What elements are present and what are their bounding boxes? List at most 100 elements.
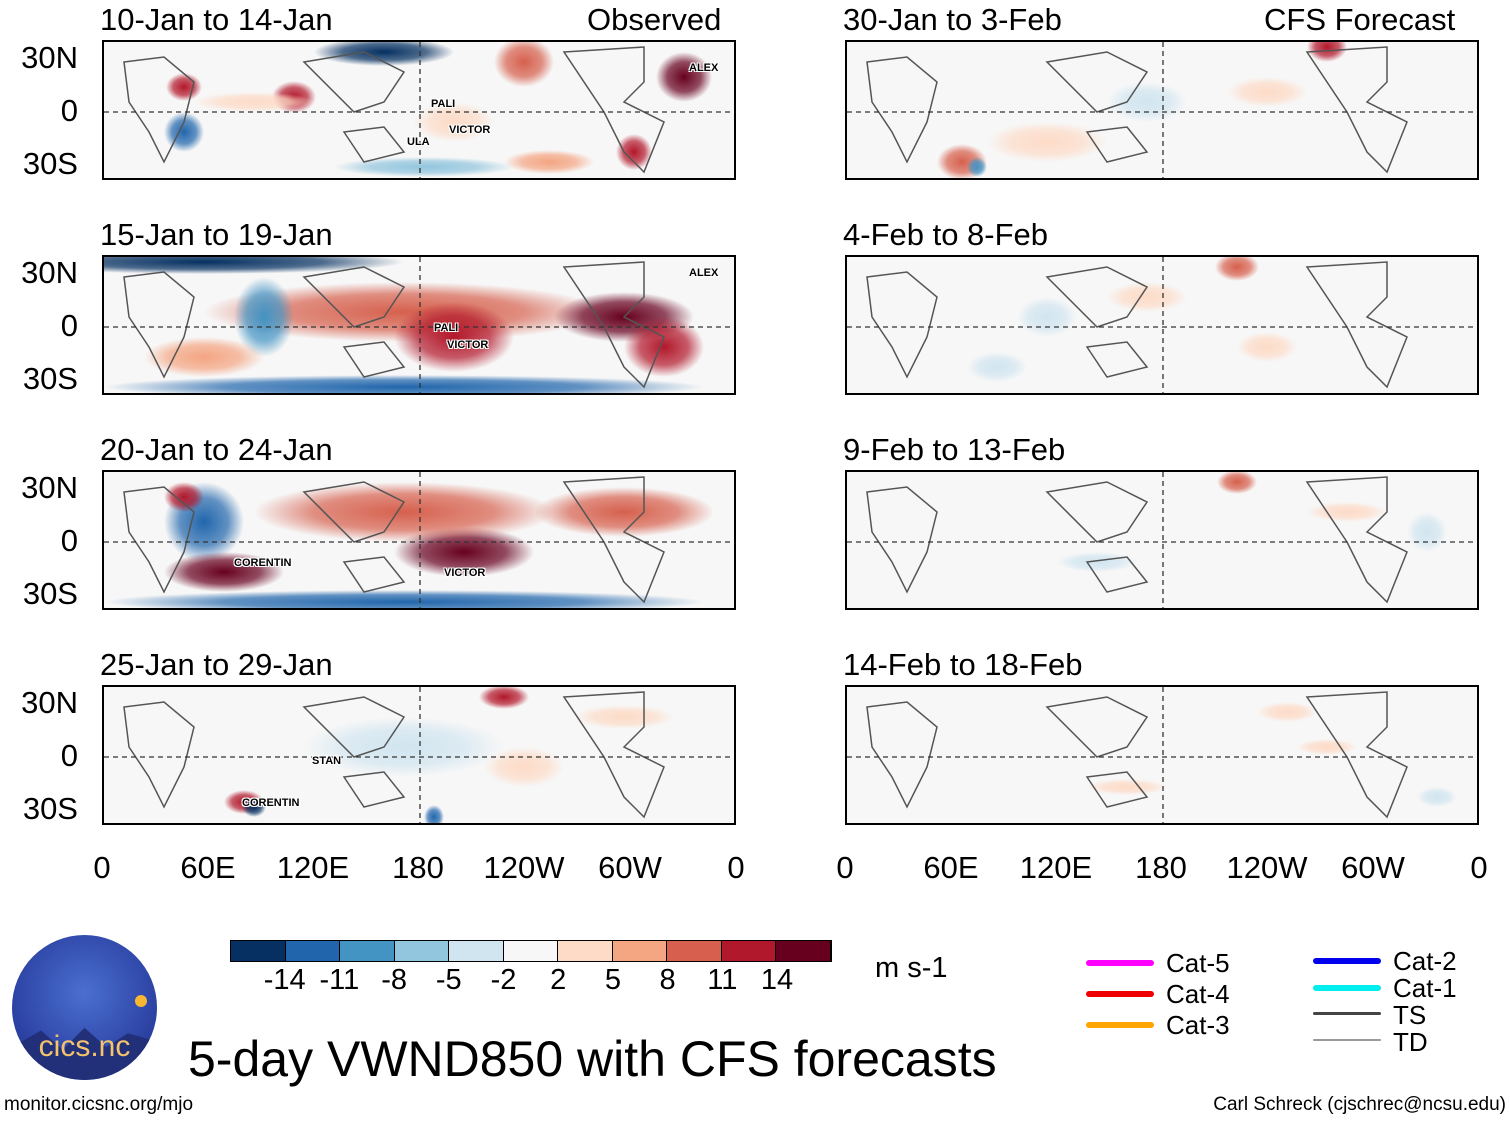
anomaly-contour — [1417, 787, 1457, 807]
anomaly-contour — [314, 42, 454, 66]
colorbar-label: 14 — [760, 964, 794, 996]
anomaly-contour — [104, 375, 704, 393]
anomaly-contour — [394, 302, 514, 372]
lat-label: 30S — [22, 791, 78, 826]
legend-label: Cat-4 — [1166, 979, 1230, 1009]
legend-swatch — [1313, 1039, 1381, 1041]
colorbar-swatch — [721, 941, 777, 961]
observed-map-panel: ALEX PALI VICTOR ULA — [102, 40, 736, 180]
anomaly-contour — [1307, 42, 1347, 62]
anomaly-contour — [1217, 472, 1257, 494]
panel-title: 25-Jan to 29-Jan — [100, 647, 333, 682]
lat-label: 30N — [21, 255, 78, 290]
observed-map-panel: ALEX PALI VICTOR — [102, 255, 736, 395]
legend-label: Cat-5 — [1166, 948, 1230, 978]
units-label: m s-1 — [875, 952, 948, 984]
footer-credit: Carl Schreck (cjschrec@ncsu.edu) — [1213, 1094, 1506, 1115]
legend-swatch — [1313, 985, 1381, 991]
lon-label: 0 — [836, 850, 854, 885]
colorbar-swatch — [231, 941, 286, 961]
anomaly-contour — [574, 705, 674, 729]
anomaly-contour — [1227, 77, 1307, 107]
lon-label: 0 — [727, 850, 745, 885]
anomaly-contour — [1407, 512, 1447, 552]
anomaly-contour — [494, 42, 554, 87]
colorbar-swatch — [285, 941, 341, 961]
lon-label: 60E — [180, 850, 236, 885]
forecast-map-panel — [845, 40, 1479, 180]
panel-title: 14-Feb to 18-Feb — [843, 647, 1083, 682]
lon-label: 60E — [923, 850, 979, 885]
colorbar-label: -11 — [319, 964, 360, 996]
anomaly-contour — [967, 157, 987, 177]
anomaly-contour — [479, 687, 529, 709]
lat-label: 30N — [21, 40, 78, 75]
legend-swatch — [1086, 1022, 1154, 1028]
colorbar-label: 5 — [604, 964, 621, 996]
panel-title: 4-Feb to 8-Feb — [843, 217, 1049, 252]
forecast-map-panel — [845, 685, 1479, 825]
panel-title: 9-Feb to 13-Feb — [843, 432, 1066, 467]
colorbar-label: -14 — [263, 964, 306, 996]
colorbar-swatch — [394, 941, 450, 961]
lat-label: 0 — [60, 93, 78, 128]
anomaly-contour — [1057, 552, 1137, 572]
anomaly-contour — [1087, 779, 1167, 795]
anomaly-contour — [1107, 282, 1187, 312]
storm-label: ALEX — [689, 62, 719, 74]
anomaly-contour — [234, 277, 294, 357]
panel-title: 30-Jan to 3-Feb — [843, 2, 1062, 37]
anomaly-contour — [1307, 502, 1387, 522]
colorbar-label: 2 — [550, 964, 567, 996]
legend-label: Cat-2 — [1393, 946, 1457, 976]
lat-label: 0 — [60, 308, 78, 343]
storm-label: PALI — [431, 98, 456, 110]
lat-label: 30S — [22, 146, 78, 181]
forecast-map-panel — [845, 255, 1479, 395]
anomaly-contour — [967, 352, 1027, 382]
lon-label: 60W — [598, 850, 662, 885]
figure-title: 5-day VWND850 with CFS forecasts — [188, 1031, 997, 1087]
legend-swatch — [1313, 958, 1381, 964]
forecast-map-panel — [845, 470, 1479, 610]
legend-label: Cat-3 — [1166, 1010, 1230, 1040]
coastline — [123, 476, 665, 604]
lon-label: 120W — [1226, 850, 1308, 885]
anomaly-contour — [1215, 257, 1259, 281]
lat-label: 0 — [60, 738, 78, 773]
lon-label: 120E — [1019, 850, 1093, 885]
panel-title: 20-Jan to 24-Jan — [100, 432, 333, 467]
anomaly-contour — [1017, 297, 1077, 337]
lon-label: 120W — [483, 850, 565, 885]
colorbar-swatch — [449, 941, 504, 961]
panel-title: 10-Jan to 14-Jan — [100, 2, 333, 37]
anomaly-contour — [166, 73, 202, 101]
legend-swatch — [1086, 991, 1154, 997]
anomaly-contour — [194, 92, 314, 112]
anomaly-contour — [1107, 82, 1187, 122]
colorbar — [230, 940, 832, 962]
anomaly-contour — [504, 150, 594, 174]
anomaly-contour — [164, 112, 204, 152]
footer-url[interactable]: monitor.cicsnc.org/mjo — [4, 1094, 194, 1115]
anomaly-contour — [334, 157, 514, 177]
coastline — [866, 476, 1408, 604]
storm-label: ULA — [407, 136, 430, 148]
cics-logo: cics.nc — [12, 935, 157, 1080]
anomaly-contour — [987, 122, 1107, 162]
forecast-column-label: CFS Forecast — [1264, 2, 1456, 37]
observed-map-panel: STAN CORENTIN — [102, 685, 736, 825]
storm-label: PALI — [434, 322, 459, 334]
legend-swatch — [1086, 960, 1154, 966]
coastline — [866, 691, 1408, 819]
coastline — [123, 261, 665, 389]
colorbar-swatch — [558, 941, 613, 961]
colorbar-label: -8 — [381, 964, 407, 996]
anomaly-contour — [104, 257, 404, 274]
storm-label: CORENTIN — [242, 797, 300, 809]
lat-label: 0 — [60, 523, 78, 558]
anomaly-contour — [424, 805, 444, 823]
anomaly-contour — [616, 134, 652, 170]
legend-swatch — [1313, 1012, 1381, 1015]
legend-label: TD — [1393, 1027, 1428, 1057]
